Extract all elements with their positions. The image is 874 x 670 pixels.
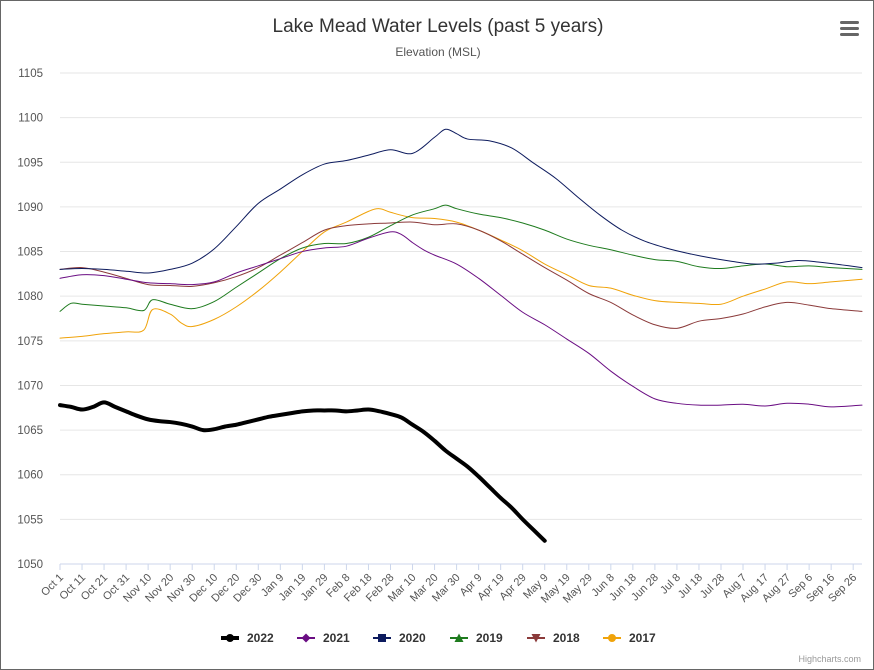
series-lines [58,128,863,543]
legend-marker-triangle-down-icon [531,634,541,643]
series-line-2017[interactable] [59,208,863,339]
legend-label: 2022 [247,631,274,645]
y-tick-label: 1085 [17,247,43,259]
legend-label: 2021 [323,631,350,645]
y-tick-label: 1070 [17,380,43,392]
legend-label: 2017 [629,631,656,645]
series-line-2022[interactable] [58,400,547,543]
legend-item-2020[interactable]: 2020 [373,631,426,645]
chart-subtitle: Elevation (MSL) [395,45,480,59]
legend-item-2019[interactable]: 2019 [450,631,503,645]
legend-label: 2019 [476,631,503,645]
y-tick-label: 1080 [17,291,43,303]
legend-label: 2020 [399,631,426,645]
y-tick-label: 1095 [17,157,43,169]
y-axis: 1050 1055 1060 1065 1070 1075 1080 1085 1090 1095… [17,68,43,571]
legend-marker-circle-icon [226,634,234,642]
legend-item-2018[interactable]: 2018 [527,631,580,645]
legend-marker-square-icon [378,634,386,642]
legend-marker-circle-icon [608,634,616,642]
chart-title: Lake Mead Water Levels (past 5 years) [273,16,604,37]
legend-marker-diamond-icon [301,633,311,643]
legend: 2022 2021 2020 2019 2018 2017 [221,631,656,645]
y-tick-label: 1090 [17,202,43,214]
y-tick-label: 1050 [17,559,43,571]
series-line-2020[interactable] [59,128,863,274]
legend-label: 2018 [553,631,580,645]
y-tick-label: 1075 [17,336,43,348]
y-tick-label: 1105 [18,68,43,80]
y-tick-label: 1065 [17,425,43,437]
y-tick-label: 1055 [17,514,43,526]
series-line-2021[interactable] [59,231,863,408]
y-tick-label: 1100 [18,113,43,125]
y-tick-label: 1060 [17,470,43,482]
series-line-2018[interactable] [59,221,863,329]
credits-text[interactable]: Highcharts.com [798,654,861,664]
gridlines [60,72,862,565]
legend-item-2021[interactable]: 2021 [297,631,350,645]
x-tick-label: Jul 28 [698,572,727,601]
legend-item-2017[interactable]: 2017 [603,631,656,645]
legend-item-2022[interactable]: 2022 [221,631,274,645]
hamburger-menu-icon[interactable] [836,17,862,39]
series-line-2019[interactable] [59,204,863,312]
legend-marker-triangle-icon [454,633,464,642]
